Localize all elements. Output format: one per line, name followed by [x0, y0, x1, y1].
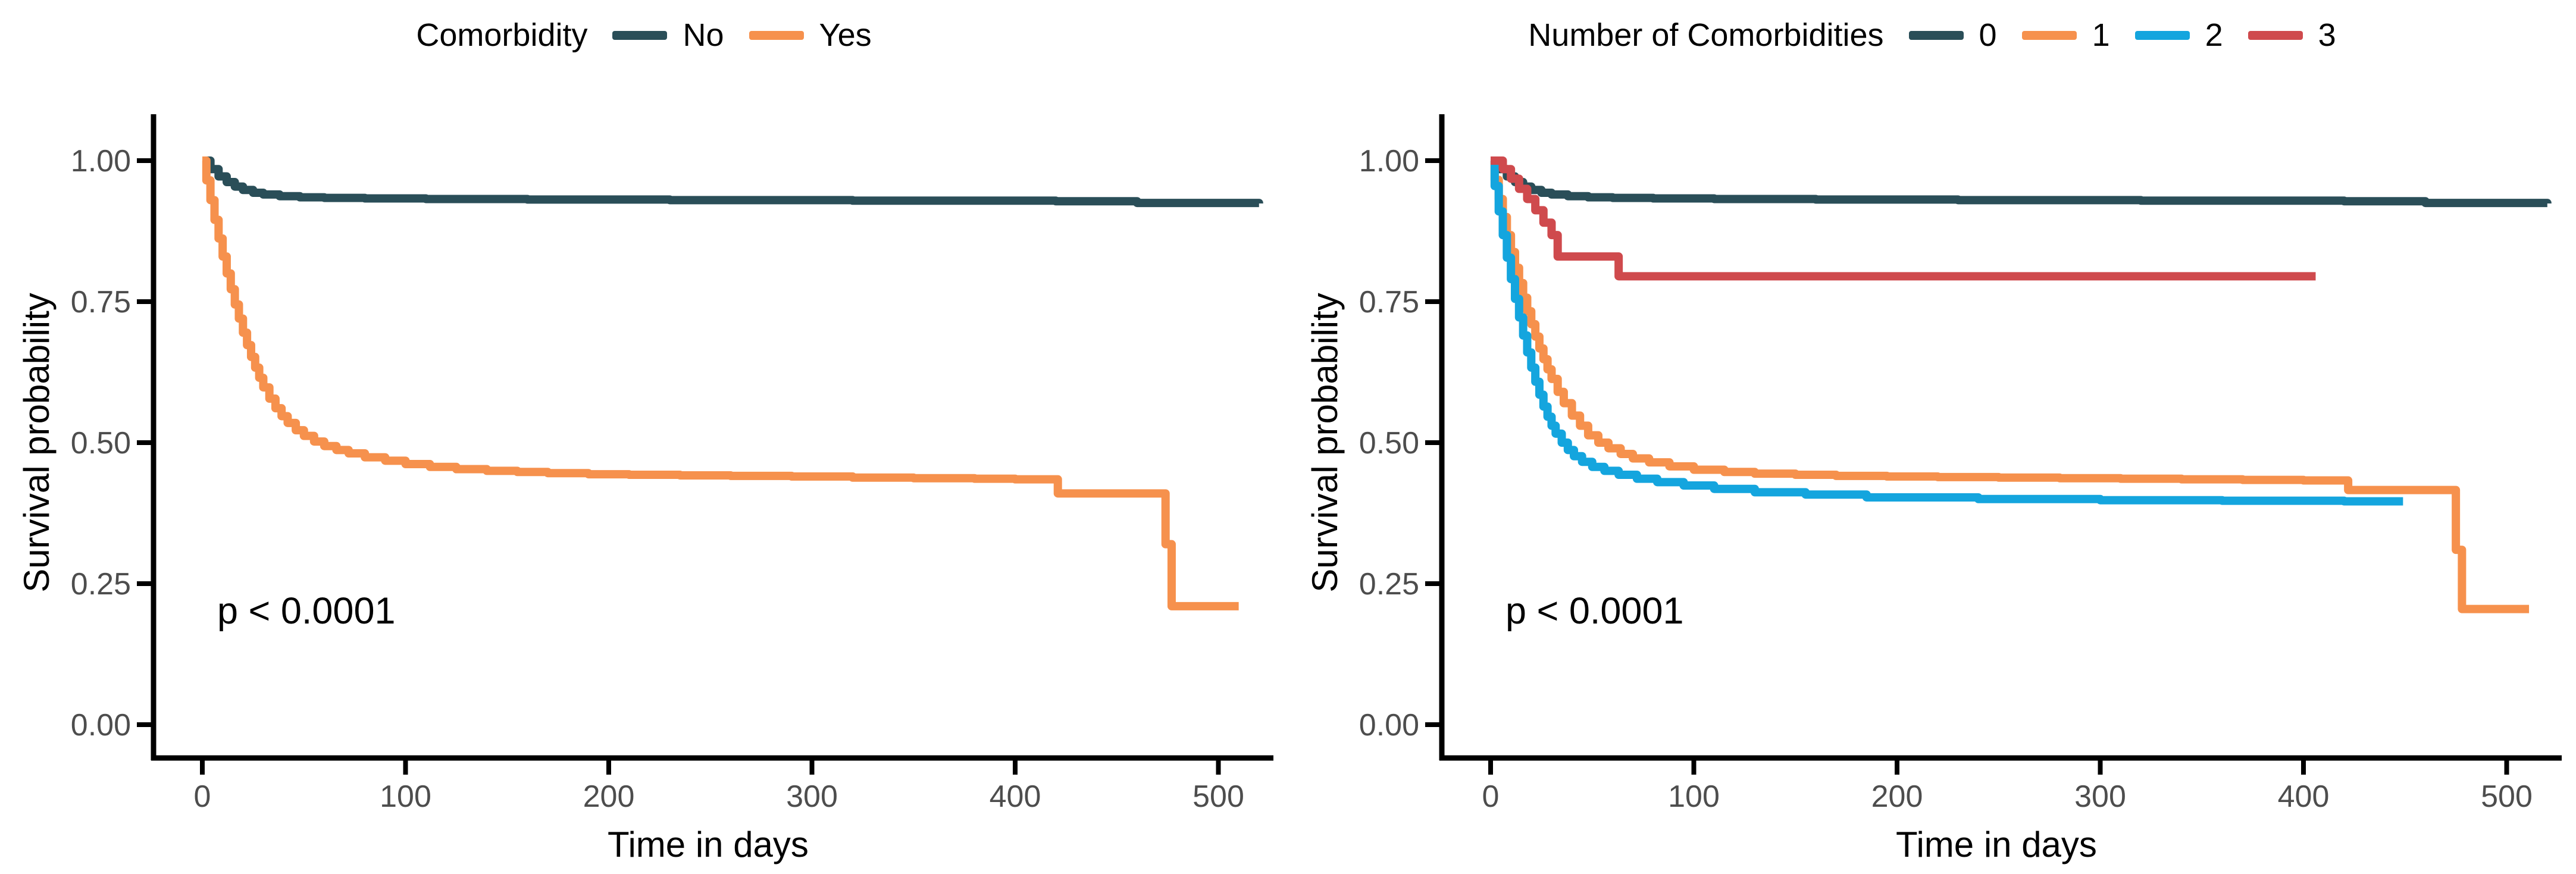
- km-curve-2: [1490, 156, 2403, 506]
- y-tick-label: 0.25: [71, 567, 131, 602]
- legend-title: Number of Comorbidities: [1528, 17, 1884, 53]
- p-value-annotation: p < 0.0001: [1505, 590, 1684, 632]
- legend-label-1: 1: [2092, 17, 2110, 53]
- y-tick-label: 0.00: [71, 708, 131, 743]
- x-tick-label: 500: [2481, 779, 2533, 814]
- km-curve-no: [202, 156, 1263, 208]
- x-axis-title: Time in days: [608, 825, 809, 864]
- y-tick-label: 0.75: [71, 285, 131, 319]
- y-axis-title: Survival probability: [1305, 293, 1345, 593]
- legend-label-2: 2: [2205, 17, 2223, 53]
- x-tick-label: 100: [1668, 779, 1720, 814]
- km-curve-yes: [202, 156, 1239, 610]
- x-tick-label: 200: [1871, 779, 1923, 814]
- legend-item-yes: Yes: [749, 17, 872, 54]
- legend-key-yes-icon: [749, 30, 804, 40]
- x-tick-label: 400: [990, 779, 1041, 814]
- km-curve-3: [1491, 156, 2316, 281]
- legend-label-0: 0: [1979, 17, 1997, 53]
- panel-number-of-comorbidities: Number of Comorbidities 0 1 2 3 0 100 200 3…: [1288, 0, 2576, 874]
- y-tick-label: 0.75: [1359, 285, 1419, 319]
- legend-item-0: 0: [1908, 17, 1997, 54]
- legend-title: Comorbidity: [416, 17, 588, 53]
- km-curve-1: [1490, 156, 2530, 613]
- legend-label-3: 3: [2318, 17, 2336, 53]
- y-axis-title: Survival probability: [17, 293, 57, 593]
- x-tick-label: 300: [786, 779, 838, 814]
- legend-key-0-icon: [1908, 30, 1964, 40]
- legend-key-3-icon: [2248, 30, 2303, 40]
- km-plot-number-of-comorbidities: 0 100 200 300 400 500 0.00 0.25 0.50 0.75 1.00 Tim…: [1305, 114, 2562, 864]
- x-tick-label: 100: [380, 779, 431, 814]
- y-tick-label: 0.00: [1359, 708, 1419, 743]
- y-tick-label: 1.00: [1359, 144, 1419, 178]
- legend-item-1: 1: [2021, 17, 2110, 54]
- legend-key-1-icon: [2021, 30, 2077, 40]
- legend-key-no-icon: [612, 30, 668, 40]
- x-tick-label: 0: [1482, 779, 1500, 814]
- km-plot-comorbidity: 0 100 200 300 400 500 0.00 0.25 0.50 0.75 1.00 Tim…: [17, 114, 1273, 864]
- legend-key-2-icon: [2134, 30, 2190, 40]
- y-tick-label: 0.50: [1359, 426, 1419, 461]
- x-axis-title: Time in days: [1896, 825, 2097, 864]
- x-tick-label: 300: [2074, 779, 2126, 814]
- x-tick-label: 400: [2278, 779, 2330, 814]
- p-value-annotation: p < 0.0001: [217, 590, 396, 632]
- km-curve-0: [1491, 156, 2552, 208]
- y-tick-label: 0.50: [71, 426, 131, 461]
- legend-item-no: No: [612, 17, 724, 54]
- x-tick-label: 0: [194, 779, 211, 814]
- panel-comorbidity: Comorbidity No Yes 0 100 200 300 400 500 0.00 0…: [0, 0, 1288, 864]
- x-tick-label: 200: [583, 779, 635, 814]
- x-tick-label: 500: [1192, 779, 1244, 814]
- y-tick-label: 0.25: [1359, 567, 1419, 602]
- legend-item-3: 3: [2248, 17, 2336, 54]
- legend-label-yes: Yes: [819, 17, 872, 53]
- legend-comorbidity: Comorbidity No Yes: [0, 0, 1288, 70]
- legend-label-no: No: [683, 17, 724, 53]
- legend-item-2: 2: [2134, 17, 2223, 54]
- legend-number-of-comorbidities: Number of Comorbidities 0 1 2 3: [1288, 0, 2576, 70]
- y-tick-label: 1.00: [71, 144, 131, 178]
